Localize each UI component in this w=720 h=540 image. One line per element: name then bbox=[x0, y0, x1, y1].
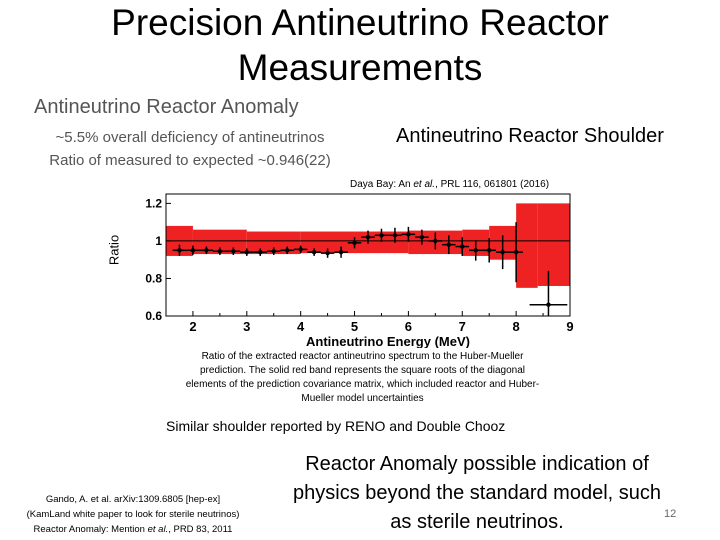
point-marker bbox=[271, 249, 276, 254]
x-tick-label: 7 bbox=[459, 319, 466, 334]
point-marker bbox=[285, 248, 290, 253]
chart-y-axis-label: Ratio bbox=[106, 234, 122, 266]
band-segment bbox=[516, 203, 538, 288]
point-marker bbox=[244, 249, 249, 255]
data-point bbox=[495, 235, 510, 270]
point-marker bbox=[406, 232, 411, 237]
reference-gando: Gando, A. et al. arXiv:1309.6805 [hep-ex… bbox=[45, 494, 221, 505]
ratio-chart: 2 3 4 5 6 7 8 9 0.6 0.8 1 1.2 Antineutrino Energy (… bbox=[145, 193, 574, 348]
data-point bbox=[374, 228, 389, 242]
citation-suffix: , PRL 116, 061801 (2016) bbox=[435, 179, 550, 190]
x-tick-label: 5 bbox=[351, 319, 358, 334]
anomaly-deficiency-line: ~5.5% overall deficiency of antineutrino… bbox=[55, 129, 325, 146]
point-marker bbox=[473, 248, 478, 253]
data-point bbox=[253, 248, 267, 256]
point-marker bbox=[338, 249, 344, 255]
point-marker bbox=[258, 249, 263, 255]
citation-prefix: Daya Bay: An bbox=[350, 179, 414, 190]
shoulder-heading: Antineutrino Reactor Shoulder bbox=[396, 125, 664, 147]
x-tick-label: 2 bbox=[189, 319, 196, 334]
data-point bbox=[213, 247, 227, 255]
data-point bbox=[388, 227, 402, 243]
x-tick-label: 6 bbox=[405, 319, 412, 334]
data-point bbox=[347, 237, 362, 249]
references: Gando, A. et al. arXiv:1309.6805 [hep-ex… bbox=[8, 492, 258, 537]
chart-citation: Daya Bay: An et al., PRL 116, 061801 (20… bbox=[350, 179, 549, 190]
point-marker bbox=[365, 234, 371, 240]
data-point bbox=[482, 238, 496, 263]
anomaly-heading: Antineutrino Reactor Anomaly bbox=[34, 96, 299, 118]
point-marker bbox=[177, 248, 182, 253]
point-marker bbox=[379, 233, 384, 238]
conclusion-text: Reactor Anomaly possible indication of p… bbox=[293, 453, 661, 533]
point-marker bbox=[231, 249, 236, 254]
point-marker bbox=[433, 238, 438, 244]
x-tick-label: 3 bbox=[243, 319, 250, 334]
x-tick-label: 4 bbox=[297, 319, 305, 334]
prediction-band bbox=[166, 203, 570, 288]
band-segment bbox=[537, 203, 570, 286]
data-point bbox=[307, 248, 321, 256]
chart-caption: Ratio of the extracted reactor antineutr… bbox=[185, 351, 540, 404]
point-marker bbox=[487, 248, 492, 253]
data-point bbox=[172, 244, 187, 256]
x-tick-label: 8 bbox=[513, 319, 520, 334]
point-marker bbox=[204, 248, 209, 253]
point-marker bbox=[446, 242, 451, 247]
point-marker bbox=[311, 249, 317, 255]
data-point bbox=[293, 245, 308, 254]
data-point bbox=[529, 270, 568, 316]
data-point bbox=[509, 222, 523, 283]
data-point bbox=[455, 237, 469, 256]
data-point bbox=[442, 235, 456, 255]
reference-kamland: (KamLand white paper to look for sterile… bbox=[26, 509, 240, 520]
point-marker bbox=[460, 244, 465, 249]
anomaly-details: ~5.5% overall deficiency of antineutrino… bbox=[30, 126, 350, 172]
y-tick-label: 1.2 bbox=[145, 196, 162, 210]
point-marker bbox=[190, 248, 196, 253]
data-point bbox=[334, 246, 348, 258]
data-point bbox=[240, 248, 254, 256]
point-marker bbox=[325, 250, 330, 256]
reference-mention-prefix: Reactor Anomaly: Mention bbox=[33, 524, 148, 535]
page-number: 12 bbox=[664, 508, 677, 520]
y-tick-label: 0.6 bbox=[145, 309, 162, 323]
reference-mention-etal: et al. bbox=[147, 524, 169, 535]
point-marker bbox=[500, 249, 505, 255]
point-marker bbox=[217, 249, 223, 254]
point-marker bbox=[419, 234, 425, 240]
chart-x-axis-label: Antineutrino Energy (MeV) bbox=[306, 334, 470, 348]
data-point bbox=[401, 226, 416, 242]
reference-mention-suffix: , PRD 83, 2011 bbox=[168, 524, 233, 535]
data-point bbox=[361, 230, 375, 244]
data-points bbox=[172, 222, 568, 316]
point-marker bbox=[546, 302, 551, 307]
data-point bbox=[469, 239, 483, 261]
chart-frame bbox=[165, 193, 571, 317]
point-marker bbox=[298, 247, 303, 252]
reference-mention: Reactor Anomaly: Mention et al., PRD 83,… bbox=[8, 522, 258, 537]
data-point bbox=[428, 232, 443, 250]
similar-shoulder-note: Similar shoulder reported by RENO and Do… bbox=[166, 418, 506, 434]
data-point bbox=[415, 229, 429, 245]
data-point bbox=[199, 246, 214, 255]
point-marker bbox=[352, 240, 357, 245]
point-marker bbox=[513, 249, 519, 255]
data-point bbox=[280, 246, 294, 255]
data-point bbox=[226, 247, 241, 255]
chart-axes: 2 3 4 5 6 7 8 9 0.6 0.8 1 1.2 bbox=[145, 196, 573, 334]
slide-title: Precision Antineutrino Reactor Measureme… bbox=[111, 2, 609, 88]
x-tick-label: 9 bbox=[566, 319, 573, 334]
data-point bbox=[186, 245, 200, 255]
y-tick-label: 1 bbox=[155, 234, 162, 248]
y-tick-label: 0.8 bbox=[145, 271, 162, 285]
point-marker bbox=[392, 233, 398, 238]
data-point bbox=[267, 247, 281, 255]
anomaly-ratio-line: Ratio of measured to expected ~0.946(22) bbox=[49, 152, 331, 169]
citation-etal: et al. bbox=[413, 179, 436, 190]
data-point bbox=[320, 248, 335, 258]
